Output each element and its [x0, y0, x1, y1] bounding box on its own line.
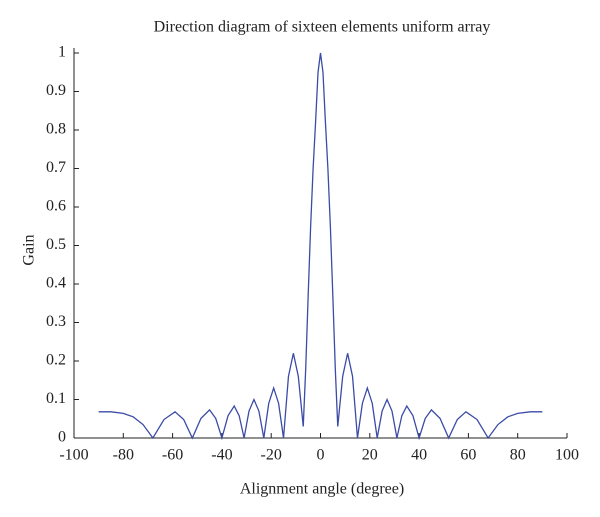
x-axis-label: Alignment angle (degree)	[240, 481, 404, 498]
x-tick-label: 100	[555, 447, 579, 464]
y-tick-label: 0.4	[46, 275, 66, 292]
chart-title: Direction diagram of sixteen elements un…	[154, 19, 491, 36]
y-tick-label: 0.3	[46, 313, 66, 330]
x-tick-label: -100	[59, 447, 88, 464]
y-tick-label: 0.1	[46, 390, 66, 407]
x-tick-label: 0	[317, 447, 325, 464]
y-tick-label: 0.2	[46, 352, 66, 369]
x-tick-label: -60	[162, 447, 183, 464]
y-tick-label: 0.9	[46, 82, 66, 99]
x-tick-label: 40	[411, 447, 427, 464]
x-tick-label: -80	[113, 447, 134, 464]
y-axis-label: Gain	[21, 234, 38, 265]
y-tick-label: 0.6	[46, 198, 66, 215]
x-tick-label: -40	[211, 447, 232, 464]
y-tick-label: 0	[58, 429, 66, 446]
y-tick-label: 0.7	[46, 159, 66, 176]
gain-line	[98, 52, 543, 441]
x-tick-label: 80	[510, 447, 526, 464]
y-tick-label: 1	[58, 44, 66, 61]
x-tick-label: -20	[261, 447, 282, 464]
y-tick-label: 0.8	[46, 121, 66, 138]
y-tick-label: 0.5	[46, 236, 66, 253]
x-tick-label: 60	[460, 447, 476, 464]
x-tick-label: 20	[362, 447, 378, 464]
